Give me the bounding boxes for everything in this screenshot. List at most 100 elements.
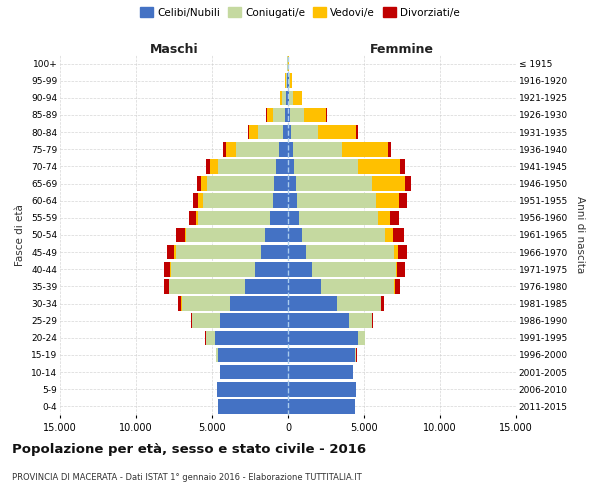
Bar (288, 245, 306, 260)
Bar (193, 194, 199, 208)
Bar (218, 399, 288, 413)
Bar (322, 279, 394, 293)
Bar (395, 279, 400, 293)
Bar (398, 245, 407, 260)
Bar (288, 314, 349, 328)
Bar (286, 90, 288, 105)
Bar (191, 314, 192, 328)
Bar (167, 245, 175, 260)
Bar (342, 142, 388, 156)
Text: Femmine: Femmine (370, 43, 434, 56)
Text: Popolazione per età, sesso e stato civile - 2016: Popolazione per età, sesso e stato civil… (12, 442, 366, 456)
Bar (202, 176, 208, 191)
Bar (260, 245, 288, 260)
Bar (294, 159, 358, 174)
Bar (217, 382, 288, 396)
Bar (302, 228, 385, 242)
Bar (176, 245, 260, 260)
Bar (396, 262, 397, 276)
Bar (270, 210, 288, 225)
Bar (288, 125, 291, 140)
Bar (288, 142, 293, 156)
Bar (218, 348, 288, 362)
Bar (358, 159, 400, 174)
Bar (288, 194, 297, 208)
Bar (185, 228, 186, 242)
Bar (196, 210, 199, 225)
Text: PROVINCIA DI MACERATA - Dati ISTAT 1° gennaio 2016 - Elaborazione TUTTITALIA.IT: PROVINCIA DI MACERATA - Dati ISTAT 1° ge… (12, 472, 362, 482)
Bar (249, 125, 259, 140)
Y-axis label: Fasce di età: Fasce di età (16, 204, 25, 266)
Bar (226, 142, 236, 156)
Bar (288, 228, 302, 242)
Bar (211, 159, 218, 174)
Bar (285, 108, 288, 122)
Bar (199, 210, 270, 225)
Bar (186, 228, 265, 242)
Bar (288, 382, 356, 396)
Bar (279, 142, 288, 156)
Bar (215, 330, 288, 345)
Bar (288, 279, 322, 293)
Bar (376, 194, 399, 208)
Bar (274, 176, 288, 191)
Bar (385, 228, 393, 242)
Bar (220, 365, 288, 380)
Bar (326, 108, 327, 122)
Bar (286, 74, 287, 88)
Bar (216, 348, 218, 362)
Bar (273, 108, 285, 122)
Bar (280, 90, 283, 105)
Bar (296, 176, 371, 191)
Bar (288, 159, 294, 174)
Bar (189, 210, 196, 225)
Bar (394, 279, 395, 293)
Bar (356, 125, 358, 140)
Bar (254, 262, 288, 276)
Bar (248, 125, 249, 140)
Bar (208, 176, 274, 191)
Bar (203, 194, 273, 208)
Bar (289, 74, 290, 88)
Bar (288, 296, 337, 311)
Bar (399, 194, 407, 208)
Bar (297, 194, 376, 208)
Bar (164, 279, 169, 293)
Bar (388, 142, 391, 156)
Bar (164, 262, 170, 276)
Bar (319, 125, 356, 140)
Bar (337, 296, 381, 311)
Bar (289, 90, 293, 105)
Bar (169, 279, 245, 293)
Bar (259, 125, 283, 140)
Bar (288, 399, 355, 413)
Bar (394, 245, 398, 260)
Bar (304, 108, 326, 122)
Bar (170, 262, 171, 276)
Bar (218, 159, 276, 174)
Bar (355, 348, 356, 362)
Bar (230, 296, 288, 311)
Bar (273, 194, 288, 208)
Bar (349, 314, 371, 328)
Bar (236, 142, 279, 156)
Bar (288, 365, 353, 380)
Bar (397, 262, 405, 276)
Bar (171, 262, 254, 276)
Bar (377, 210, 390, 225)
Bar (405, 176, 411, 191)
Legend: Celibi/Nubili, Coniugati/e, Vedovi/e, Divorziati/e: Celibi/Nubili, Coniugati/e, Vedovi/e, Di… (139, 5, 461, 20)
Bar (220, 314, 288, 328)
Bar (290, 74, 292, 88)
Bar (293, 90, 302, 105)
Bar (371, 176, 405, 191)
Bar (283, 90, 286, 105)
Bar (245, 279, 288, 293)
Bar (288, 108, 290, 122)
Bar (288, 90, 289, 105)
Bar (175, 245, 176, 260)
Bar (199, 194, 203, 208)
Bar (223, 142, 226, 156)
Bar (290, 108, 304, 122)
Bar (267, 108, 273, 122)
